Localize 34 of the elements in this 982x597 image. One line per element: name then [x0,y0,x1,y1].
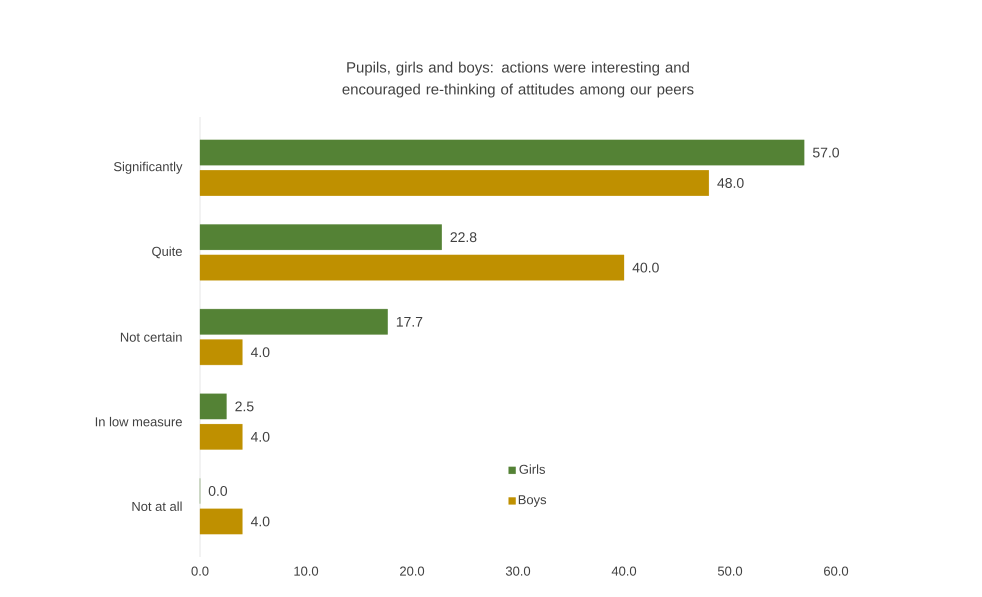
legend-label: Boys [518,495,546,507]
bar [200,394,227,420]
legend-label: Girls [520,464,545,474]
x-tick-label: 0.0 [192,566,209,576]
data-label: 4.0 [250,432,270,442]
data-label: 4.0 [250,516,270,526]
x-tick-label: 10.0 [294,566,318,576]
bar [200,170,709,196]
y-tick-label: In low measure [96,416,182,426]
bar [200,254,624,280]
y-tick-label: Not certain [120,332,182,342]
bar [200,424,243,450]
bar [200,140,804,166]
y-tick-label: Significantly [114,162,182,174]
x-tick-label: 60.0 [824,566,848,576]
data-label: 22.8 [450,232,476,242]
data-label: 0.0 [208,486,228,496]
x-tick-label: 50.0 [718,566,742,576]
y-tick-label: Not at all [132,501,182,511]
data-label: 4.0 [250,347,270,358]
data-label: 40.0 [632,262,659,273]
x-tick-label: 40.0 [612,566,636,576]
bar [200,339,243,366]
bar [200,508,243,534]
data-label: 2.5 [235,401,254,412]
data-label: 17.7 [396,316,422,327]
y-tick-label: Quite [152,246,182,258]
bar [200,308,388,335]
x-tick-label: 30.0 [506,566,530,576]
x-tick-label: 20.0 [400,566,424,576]
data-label: 48.0 [717,178,744,188]
chart-title: Pupils, girls and boys: actions were interesting and encouraged re-thinking of attitudes among our peers [342,62,694,98]
bar [200,224,442,250]
data-label: 57.0 [812,148,840,158]
